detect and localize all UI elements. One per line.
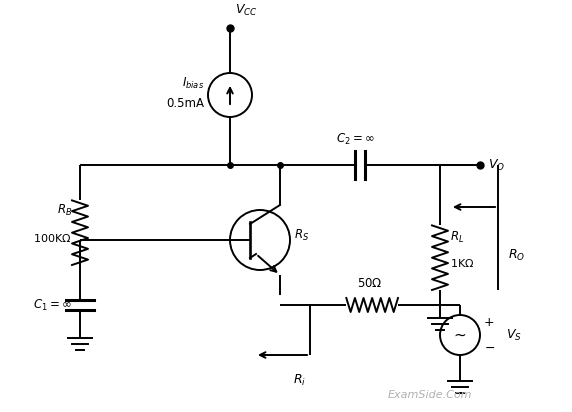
Text: $R_B$: $R_B$ xyxy=(57,202,72,218)
Text: 50$\Omega$: 50$\Omega$ xyxy=(357,277,383,290)
Text: 0.5mA: 0.5mA xyxy=(166,96,204,110)
Text: $V_S$: $V_S$ xyxy=(506,328,522,342)
Text: $C_2=\infty$: $C_2=\infty$ xyxy=(336,132,374,147)
Text: $R_L$: $R_L$ xyxy=(450,229,464,245)
Text: $V_O$: $V_O$ xyxy=(488,157,505,173)
Text: $-$: $-$ xyxy=(484,340,495,353)
Text: ExamSide.Com: ExamSide.Com xyxy=(388,390,472,400)
Text: 1K$\Omega$: 1K$\Omega$ xyxy=(450,257,474,269)
Text: $R_i$: $R_i$ xyxy=(293,373,307,388)
Text: +: + xyxy=(484,316,495,330)
Text: ~: ~ xyxy=(454,328,466,342)
Text: $I_{bias}$: $I_{bias}$ xyxy=(182,75,204,91)
Text: $V_{CC}$: $V_{CC}$ xyxy=(235,3,258,18)
Text: $C_1=\infty$: $C_1=\infty$ xyxy=(33,297,72,313)
Text: 100K$\Omega$: 100K$\Omega$ xyxy=(33,232,72,244)
Text: $R_S$: $R_S$ xyxy=(294,227,309,243)
Text: $R_O$: $R_O$ xyxy=(508,248,525,262)
